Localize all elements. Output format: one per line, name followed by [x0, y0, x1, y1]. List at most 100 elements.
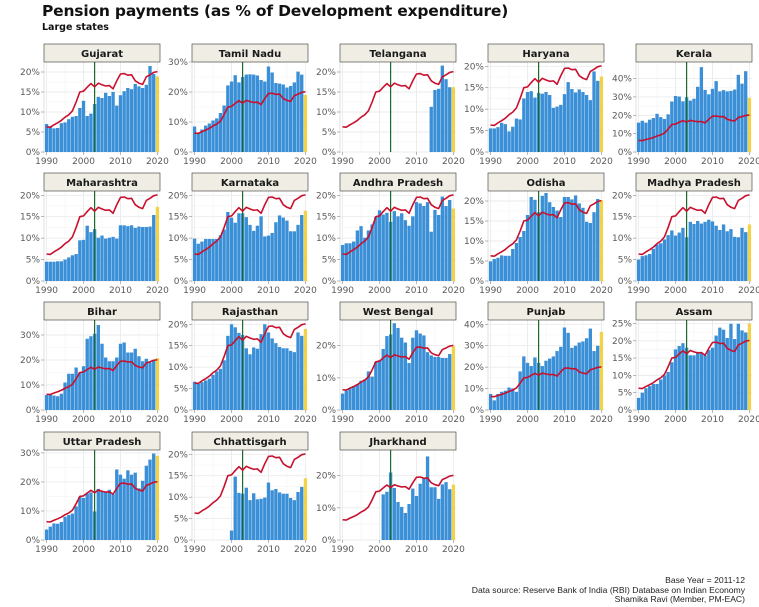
bar [100, 343, 104, 410]
bar [673, 349, 678, 410]
bar [418, 483, 422, 540]
facet-panel-west-bengal: West Bengal 0% 10% 20% 1990 2000 2010 2020 [316, 301, 465, 425]
x-tick-label: 2000 [220, 286, 243, 296]
x-tick-label: 2020 [442, 157, 465, 167]
bar [670, 230, 674, 281]
x-tick-label: 2020 [738, 157, 759, 167]
bar [573, 345, 578, 410]
bar [507, 131, 511, 152]
y-tick-label: 30% [464, 342, 484, 352]
bar [229, 81, 234, 152]
bar [196, 243, 200, 281]
bar [285, 348, 289, 410]
bar [662, 239, 667, 281]
bar [204, 239, 208, 281]
bar [129, 89, 134, 152]
bar [70, 116, 75, 152]
facet-panel-tamil-nadu: Tamil Nadu 0% 10% 20% 30% 1990 2000 2010 2020 [168, 43, 317, 167]
bar [636, 397, 641, 410]
bar [544, 92, 548, 152]
bar [215, 118, 219, 152]
bar [192, 381, 197, 410]
y-tick-label: 0% [322, 536, 337, 546]
bar [244, 487, 248, 540]
y-tick-label: 20% [168, 88, 188, 98]
bar [692, 355, 696, 410]
bar [577, 89, 581, 152]
bar [400, 506, 404, 540]
bar [533, 97, 537, 152]
bar [270, 233, 274, 281]
bar [636, 122, 641, 152]
y-tick-label: 0% [174, 277, 189, 287]
y-tick-label: 15% [612, 354, 632, 364]
bar [448, 200, 452, 281]
bar [140, 227, 145, 281]
bar [229, 217, 234, 281]
facet-label: Kerala [676, 49, 712, 60]
bar [366, 230, 371, 281]
bar [67, 257, 71, 281]
bar [277, 215, 282, 281]
bar [255, 348, 260, 410]
bar [100, 98, 104, 152]
bar [736, 237, 740, 281]
bar [514, 391, 519, 410]
bar [725, 231, 729, 281]
bar [422, 478, 426, 540]
average-line [342, 344, 454, 391]
bar [44, 124, 49, 152]
bar [111, 361, 115, 410]
x-tick-label: 1990 [35, 157, 58, 167]
y-tick-label: 20% [316, 68, 336, 78]
bar [422, 206, 426, 281]
bar [381, 348, 385, 410]
bar [288, 498, 293, 540]
bar [673, 235, 678, 281]
facet-label: Telangana [369, 49, 426, 60]
bar [403, 513, 408, 540]
bar [152, 215, 156, 281]
bar [244, 348, 248, 410]
bar [140, 361, 145, 410]
bar [52, 128, 56, 152]
facet-panel-madhya-pradesh: Madhya Pradesh 0% 5% 10% 15% 20% 1990 2000 2010 2… [612, 172, 759, 296]
y-tick-label: 15% [316, 88, 336, 98]
bar-latest-year [155, 455, 160, 540]
bar [263, 324, 267, 410]
average-line [46, 480, 158, 523]
bar [207, 123, 212, 152]
bar [744, 71, 748, 152]
bar [529, 91, 533, 152]
bar [78, 372, 82, 410]
bar [248, 500, 252, 540]
bar [140, 480, 145, 540]
bar [78, 108, 82, 152]
bar-latest-year [451, 87, 456, 152]
bar [400, 337, 404, 410]
bar [688, 100, 692, 152]
bar [444, 206, 448, 281]
y-tick-label: 5% [322, 256, 337, 266]
facet-strip [487, 43, 605, 63]
bar [274, 343, 278, 410]
bar [699, 67, 704, 152]
y-tick-label: 20% [612, 337, 632, 347]
bar [215, 371, 219, 410]
x-tick-label: 2010 [553, 415, 576, 425]
bar [196, 383, 200, 410]
bar [540, 366, 544, 410]
bar [218, 235, 223, 281]
bar [744, 232, 748, 281]
caption: Base Year = 2011-12 Data source: Reserve… [472, 575, 745, 605]
bar [433, 356, 437, 410]
bar [111, 92, 115, 152]
y-tick-label: 15% [20, 213, 40, 223]
bar [440, 65, 444, 152]
bar [270, 72, 274, 152]
bar [729, 323, 733, 410]
bar [285, 220, 289, 281]
bar [300, 335, 304, 410]
bar [115, 469, 119, 540]
bar [411, 488, 415, 540]
